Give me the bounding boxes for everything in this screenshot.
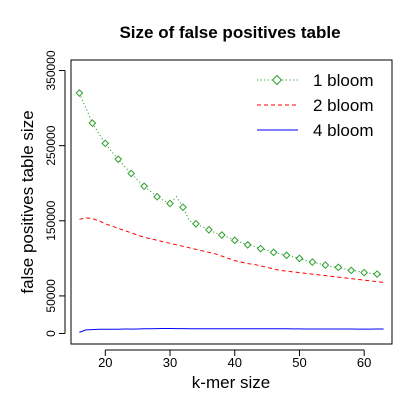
legend-label-3: 4 bloom: [313, 121, 373, 140]
plot-frame: [70, 59, 393, 345]
x-tick-label: 20: [98, 355, 112, 370]
x-axis-label: k-mer size: [192, 373, 270, 392]
y-tick-label: 0: [44, 330, 58, 337]
y-axis: 0 50000 150000 250000 350000: [44, 50, 66, 337]
y-tick-label: 50000: [44, 279, 58, 313]
data-point: [75, 89, 84, 97]
data-point: [373, 270, 382, 279]
data-point: [191, 219, 200, 228]
data-point: [282, 251, 291, 260]
data-point: [88, 119, 97, 128]
data-point: [153, 192, 161, 201]
y-tick-label: 250000: [44, 125, 58, 165]
legend-label-2: 2 bloom: [313, 96, 373, 115]
data-point: [243, 240, 252, 249]
data-point: [127, 169, 136, 178]
data-point: [308, 258, 317, 267]
x-tick-label: 50: [292, 355, 306, 370]
data-point: [295, 254, 304, 263]
y-tick-label: 150000: [44, 200, 58, 240]
legend-label-1: 1 bloom: [313, 71, 373, 90]
data-point: [347, 266, 356, 275]
data-point: [256, 244, 265, 253]
x-tick-label: 30: [163, 355, 177, 370]
data-point: [204, 225, 213, 234]
data-point: [101, 139, 110, 148]
data-point: [140, 182, 149, 191]
data-point: [321, 261, 330, 270]
data-point: [334, 263, 343, 272]
legend-marker: [271, 74, 283, 86]
data-point: [269, 248, 278, 257]
data-point: [217, 231, 226, 239]
series-line-3: [79, 328, 384, 333]
legend: 1 bloom 2 bloom 4 bloom: [257, 71, 373, 140]
y-axis-label: false positives table size: [18, 110, 37, 293]
data-point: [114, 155, 123, 164]
data-point: [179, 203, 187, 212]
data-point: [360, 268, 369, 277]
series-line-2: [79, 217, 384, 283]
y-tick-label: 350000: [44, 50, 58, 90]
data-point: [166, 199, 174, 208]
x-tick-label: 40: [228, 355, 242, 370]
chart-title: Size of false positives table: [119, 23, 340, 42]
series-layer: [75, 89, 384, 333]
data-point: [230, 236, 239, 245]
x-tick-label: 60: [357, 355, 371, 370]
x-axis: 20 30 40 50 60: [98, 349, 371, 370]
